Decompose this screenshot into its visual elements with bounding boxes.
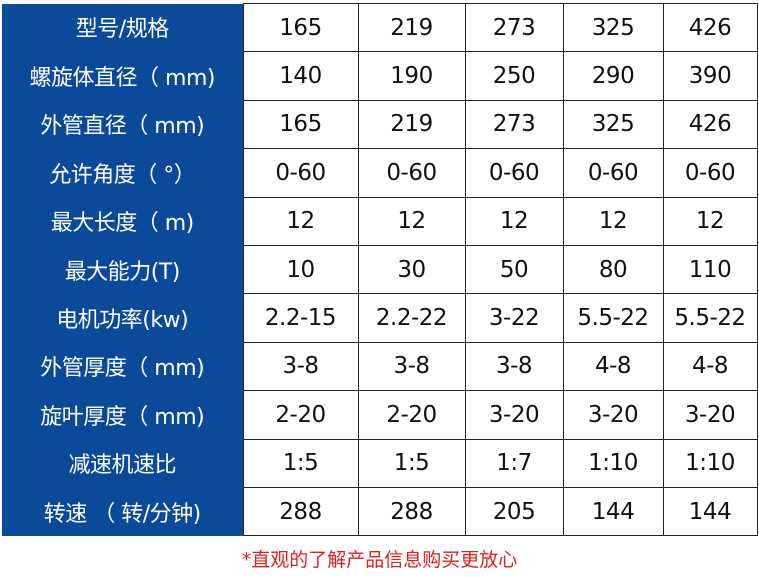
table-cell: 2.2-15	[242, 293, 359, 343]
table-row: 外管直径（ mm) 165 219 273 325 426	[2, 99, 758, 150]
footer-note: *直观的了解产品信息购买更放心	[241, 549, 518, 571]
row-label: 外管厚度（ mm)	[2, 342, 243, 392]
table-cell: 288	[242, 486, 359, 537]
table-cell: 0-60	[242, 148, 359, 198]
table-cell: 3-20	[562, 390, 664, 440]
table-cell: 219	[357, 2, 466, 53]
table-cell: 144	[562, 486, 664, 537]
spec-table: 型号/规格 165 219 273 325 426 螺旋体直径（ mm) 140 190 250 2…	[2, 2, 758, 537]
table-cell: 4-8	[562, 341, 664, 392]
table-cell: 140	[242, 51, 359, 101]
row-label: 型号/规格	[2, 3, 243, 53]
table-cell: 3-22	[464, 293, 564, 343]
row-label: 螺旋体直径（ mm)	[2, 51, 243, 101]
table-row: 允许角度（ °） 0-60 0-60 0-60 0-60 0-60	[2, 148, 758, 198]
table-cell: 250	[464, 51, 564, 101]
table-row: 螺旋体直径（ mm) 140 190 250 290 390	[2, 51, 758, 101]
table-cell: 426	[662, 99, 758, 150]
table-row: 减速机速比 1:5 1:5 1:7 1:10 1:10	[2, 438, 758, 488]
table-cell: 110	[662, 244, 758, 295]
table-cell: 12	[357, 196, 466, 246]
table-cell: 325	[562, 2, 664, 53]
table-cell: 325	[562, 99, 664, 150]
table-cell: 290	[562, 51, 664, 101]
table-cell: 10	[242, 244, 359, 295]
table-cell: 3-20	[662, 390, 758, 440]
table-cell: 288	[357, 486, 466, 537]
table-row: 转速 （ 转/分钟) 288 288 205 144 144	[2, 486, 758, 537]
table-cell: 0-60	[562, 148, 664, 198]
table-cell: 144	[662, 486, 758, 537]
table-cell: 3-20	[464, 390, 564, 440]
table-cell: 80	[562, 244, 664, 295]
table-cell: 1:10	[662, 438, 758, 488]
table-cell: 165	[242, 2, 359, 53]
table-cell: 12	[464, 196, 564, 246]
row-label: 最大能力(T)	[2, 245, 243, 295]
table-cell: 273	[464, 2, 564, 53]
table-cell: 5.5-22	[562, 293, 664, 343]
table-cell: 2-20	[242, 390, 359, 440]
table-cell: 205	[464, 486, 564, 537]
table-row: 型号/规格 165 219 273 325 426	[2, 2, 758, 53]
table-cell: 219	[357, 99, 466, 150]
table-cell: 1:5	[357, 438, 466, 488]
table-cell: 12	[662, 196, 758, 246]
table-cell: 4-8	[662, 341, 758, 392]
table-row: 旋叶厚度（ mm) 2-20 2-20 3-20 3-20 3-20	[2, 390, 758, 440]
table-cell: 273	[464, 99, 564, 150]
table-cell: 3-8	[242, 341, 359, 392]
table-cell: 50	[464, 244, 564, 295]
table-cell: 12	[562, 196, 664, 246]
table-cell: 426	[662, 2, 758, 53]
table-cell: 190	[357, 51, 466, 101]
row-label: 电机功率(kw)	[2, 293, 243, 343]
table-cell: 390	[662, 51, 758, 101]
table-cell: 1:7	[464, 438, 564, 488]
table-cell: 0-60	[662, 148, 758, 198]
table-cell: 2-20	[357, 390, 466, 440]
row-label: 减速机速比	[2, 439, 243, 488]
row-label: 最大长度（ m)	[2, 197, 243, 246]
row-label: 旋叶厚度（ mm)	[2, 390, 243, 440]
table-cell: 0-60	[357, 148, 466, 198]
row-label: 转速 （ 转/分钟)	[2, 487, 243, 537]
table-cell: 165	[242, 99, 359, 150]
table-cell: 5.5-22	[662, 293, 758, 343]
table-cell: 1:5	[242, 438, 359, 488]
row-label: 外管直径（ mm)	[2, 100, 243, 150]
table-cell: 12	[242, 196, 359, 246]
table-row: 最大长度（ m) 12 12 12 12 12	[2, 196, 758, 246]
table-cell: 0-60	[464, 148, 564, 198]
table-row: 外管厚度（ mm) 3-8 3-8 3-8 4-8 4-8	[2, 341, 758, 392]
table-cell: 1:10	[562, 438, 664, 488]
table-cell: 3-8	[357, 341, 466, 392]
table-cell: 3-8	[464, 341, 564, 392]
row-label: 允许角度（ °）	[2, 148, 243, 198]
table-cell: 2.2-22	[357, 293, 466, 343]
table-row: 最大能力(T) 10 30 50 80 110	[2, 244, 758, 295]
table-row: 电机功率(kw) 2.2-15 2.2-22 3-22 5.5-22 5.5-22	[2, 293, 758, 343]
table-cell: 30	[357, 244, 466, 295]
